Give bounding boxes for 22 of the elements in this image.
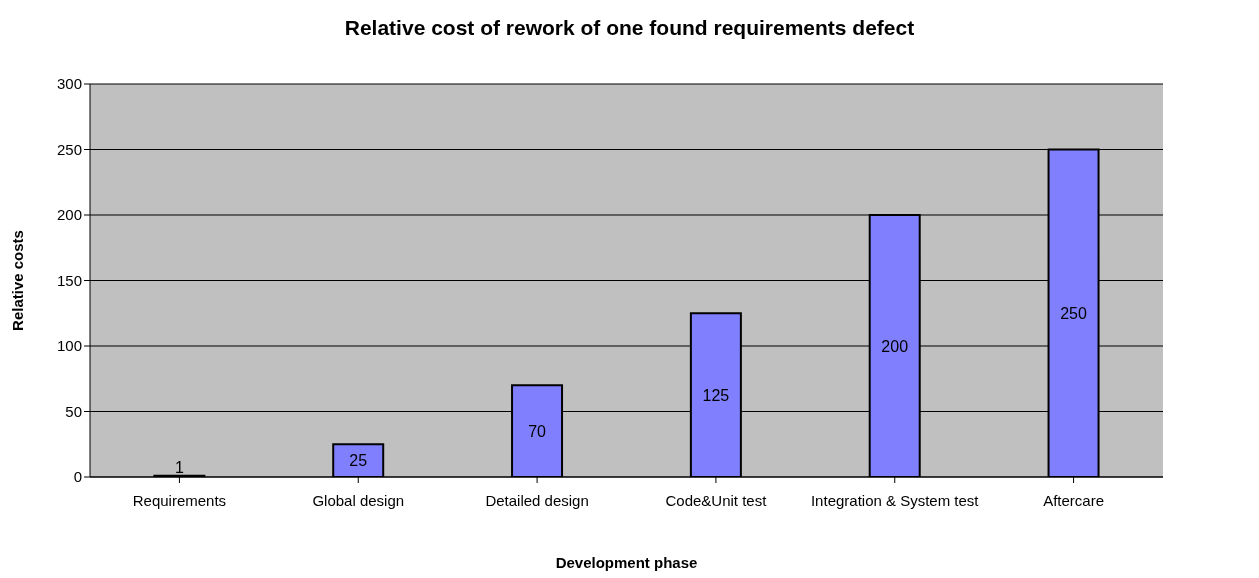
- x-tick-label: Detailed design: [485, 491, 589, 509]
- y-tick-label: 100: [56, 337, 82, 355]
- data-label: 250: [1060, 304, 1087, 322]
- x-tick-label: Integration & System test: [810, 491, 980, 509]
- x-tick-label: Global design: [312, 491, 405, 509]
- y-tick-label: 300: [56, 75, 82, 93]
- y-tick-label: 200: [56, 206, 82, 224]
- y-tick-label: 150: [56, 271, 82, 289]
- x-tick-label: Aftercare: [1043, 491, 1105, 509]
- x-axis-title: Development phase: [555, 554, 698, 571]
- data-label: 125: [702, 386, 730, 404]
- data-label: 70: [528, 422, 547, 440]
- data-label: 200: [881, 337, 909, 355]
- y-tick-label: 0: [73, 468, 82, 486]
- data-label: 25: [349, 452, 368, 470]
- x-tick-label: Code&Unit test: [665, 491, 768, 509]
- data-label: 1: [174, 459, 184, 477]
- y-tick-label: 50: [65, 402, 82, 420]
- y-axis-title: Relative costs: [9, 230, 27, 331]
- chart-title: Relative cost of rework of one found requirements defect: [343, 15, 916, 41]
- x-tick-label: Requirements: [132, 491, 227, 509]
- y-tick-label: 250: [56, 140, 82, 158]
